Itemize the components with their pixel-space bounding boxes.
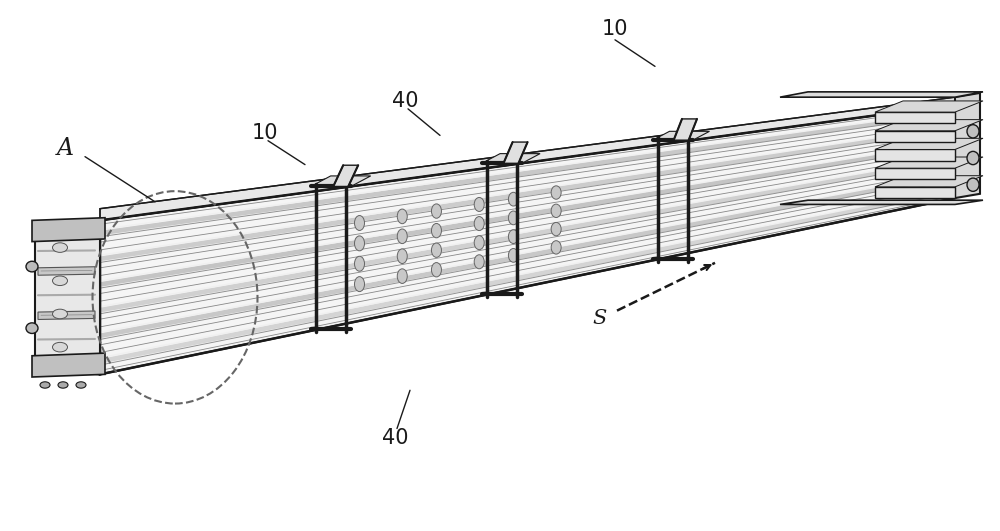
Polygon shape bbox=[38, 222, 95, 231]
Ellipse shape bbox=[508, 211, 518, 225]
Ellipse shape bbox=[431, 262, 441, 277]
Ellipse shape bbox=[967, 151, 979, 165]
Polygon shape bbox=[875, 157, 983, 168]
Ellipse shape bbox=[551, 186, 561, 199]
Polygon shape bbox=[100, 105, 955, 374]
Polygon shape bbox=[875, 119, 983, 131]
Polygon shape bbox=[955, 93, 980, 198]
Polygon shape bbox=[482, 153, 540, 164]
Ellipse shape bbox=[551, 222, 561, 236]
Text: 10: 10 bbox=[252, 123, 278, 143]
Ellipse shape bbox=[474, 255, 484, 269]
Polygon shape bbox=[875, 168, 955, 179]
Ellipse shape bbox=[508, 249, 518, 262]
Ellipse shape bbox=[397, 209, 407, 224]
Text: A: A bbox=[56, 137, 74, 160]
Polygon shape bbox=[780, 200, 983, 204]
Polygon shape bbox=[38, 355, 95, 364]
Polygon shape bbox=[333, 165, 358, 186]
Polygon shape bbox=[875, 112, 955, 123]
Polygon shape bbox=[503, 142, 528, 164]
Ellipse shape bbox=[53, 276, 68, 286]
Text: 10: 10 bbox=[602, 19, 628, 39]
Text: S: S bbox=[593, 309, 607, 328]
Ellipse shape bbox=[551, 204, 561, 218]
Ellipse shape bbox=[967, 125, 979, 138]
Ellipse shape bbox=[53, 342, 68, 352]
Polygon shape bbox=[38, 311, 95, 320]
Ellipse shape bbox=[355, 277, 365, 292]
Ellipse shape bbox=[26, 261, 38, 272]
Ellipse shape bbox=[397, 269, 407, 284]
Polygon shape bbox=[875, 149, 955, 161]
Polygon shape bbox=[653, 131, 709, 140]
Ellipse shape bbox=[397, 229, 407, 244]
Ellipse shape bbox=[508, 230, 518, 244]
Polygon shape bbox=[32, 218, 105, 242]
Polygon shape bbox=[100, 97, 955, 220]
Ellipse shape bbox=[967, 178, 979, 191]
Ellipse shape bbox=[474, 236, 484, 250]
Polygon shape bbox=[875, 187, 955, 198]
Ellipse shape bbox=[431, 204, 441, 218]
Ellipse shape bbox=[355, 236, 365, 251]
Text: 40: 40 bbox=[392, 91, 418, 111]
Polygon shape bbox=[35, 220, 100, 374]
Ellipse shape bbox=[26, 323, 38, 333]
Ellipse shape bbox=[474, 217, 484, 230]
Ellipse shape bbox=[431, 224, 441, 238]
Polygon shape bbox=[875, 131, 955, 142]
Ellipse shape bbox=[551, 241, 561, 254]
Polygon shape bbox=[311, 176, 371, 186]
Ellipse shape bbox=[53, 243, 68, 252]
Ellipse shape bbox=[53, 309, 68, 319]
Text: 40: 40 bbox=[382, 428, 408, 448]
Ellipse shape bbox=[40, 382, 50, 388]
Polygon shape bbox=[32, 353, 105, 377]
Ellipse shape bbox=[397, 249, 407, 263]
Polygon shape bbox=[875, 176, 983, 187]
Ellipse shape bbox=[76, 382, 86, 388]
Ellipse shape bbox=[431, 243, 441, 258]
Ellipse shape bbox=[474, 198, 484, 211]
Polygon shape bbox=[674, 119, 697, 140]
Ellipse shape bbox=[355, 256, 365, 271]
Polygon shape bbox=[780, 92, 983, 97]
Polygon shape bbox=[38, 267, 95, 275]
Ellipse shape bbox=[508, 192, 518, 206]
Polygon shape bbox=[875, 101, 983, 112]
Polygon shape bbox=[875, 138, 983, 149]
Ellipse shape bbox=[355, 216, 365, 230]
Ellipse shape bbox=[58, 382, 68, 388]
